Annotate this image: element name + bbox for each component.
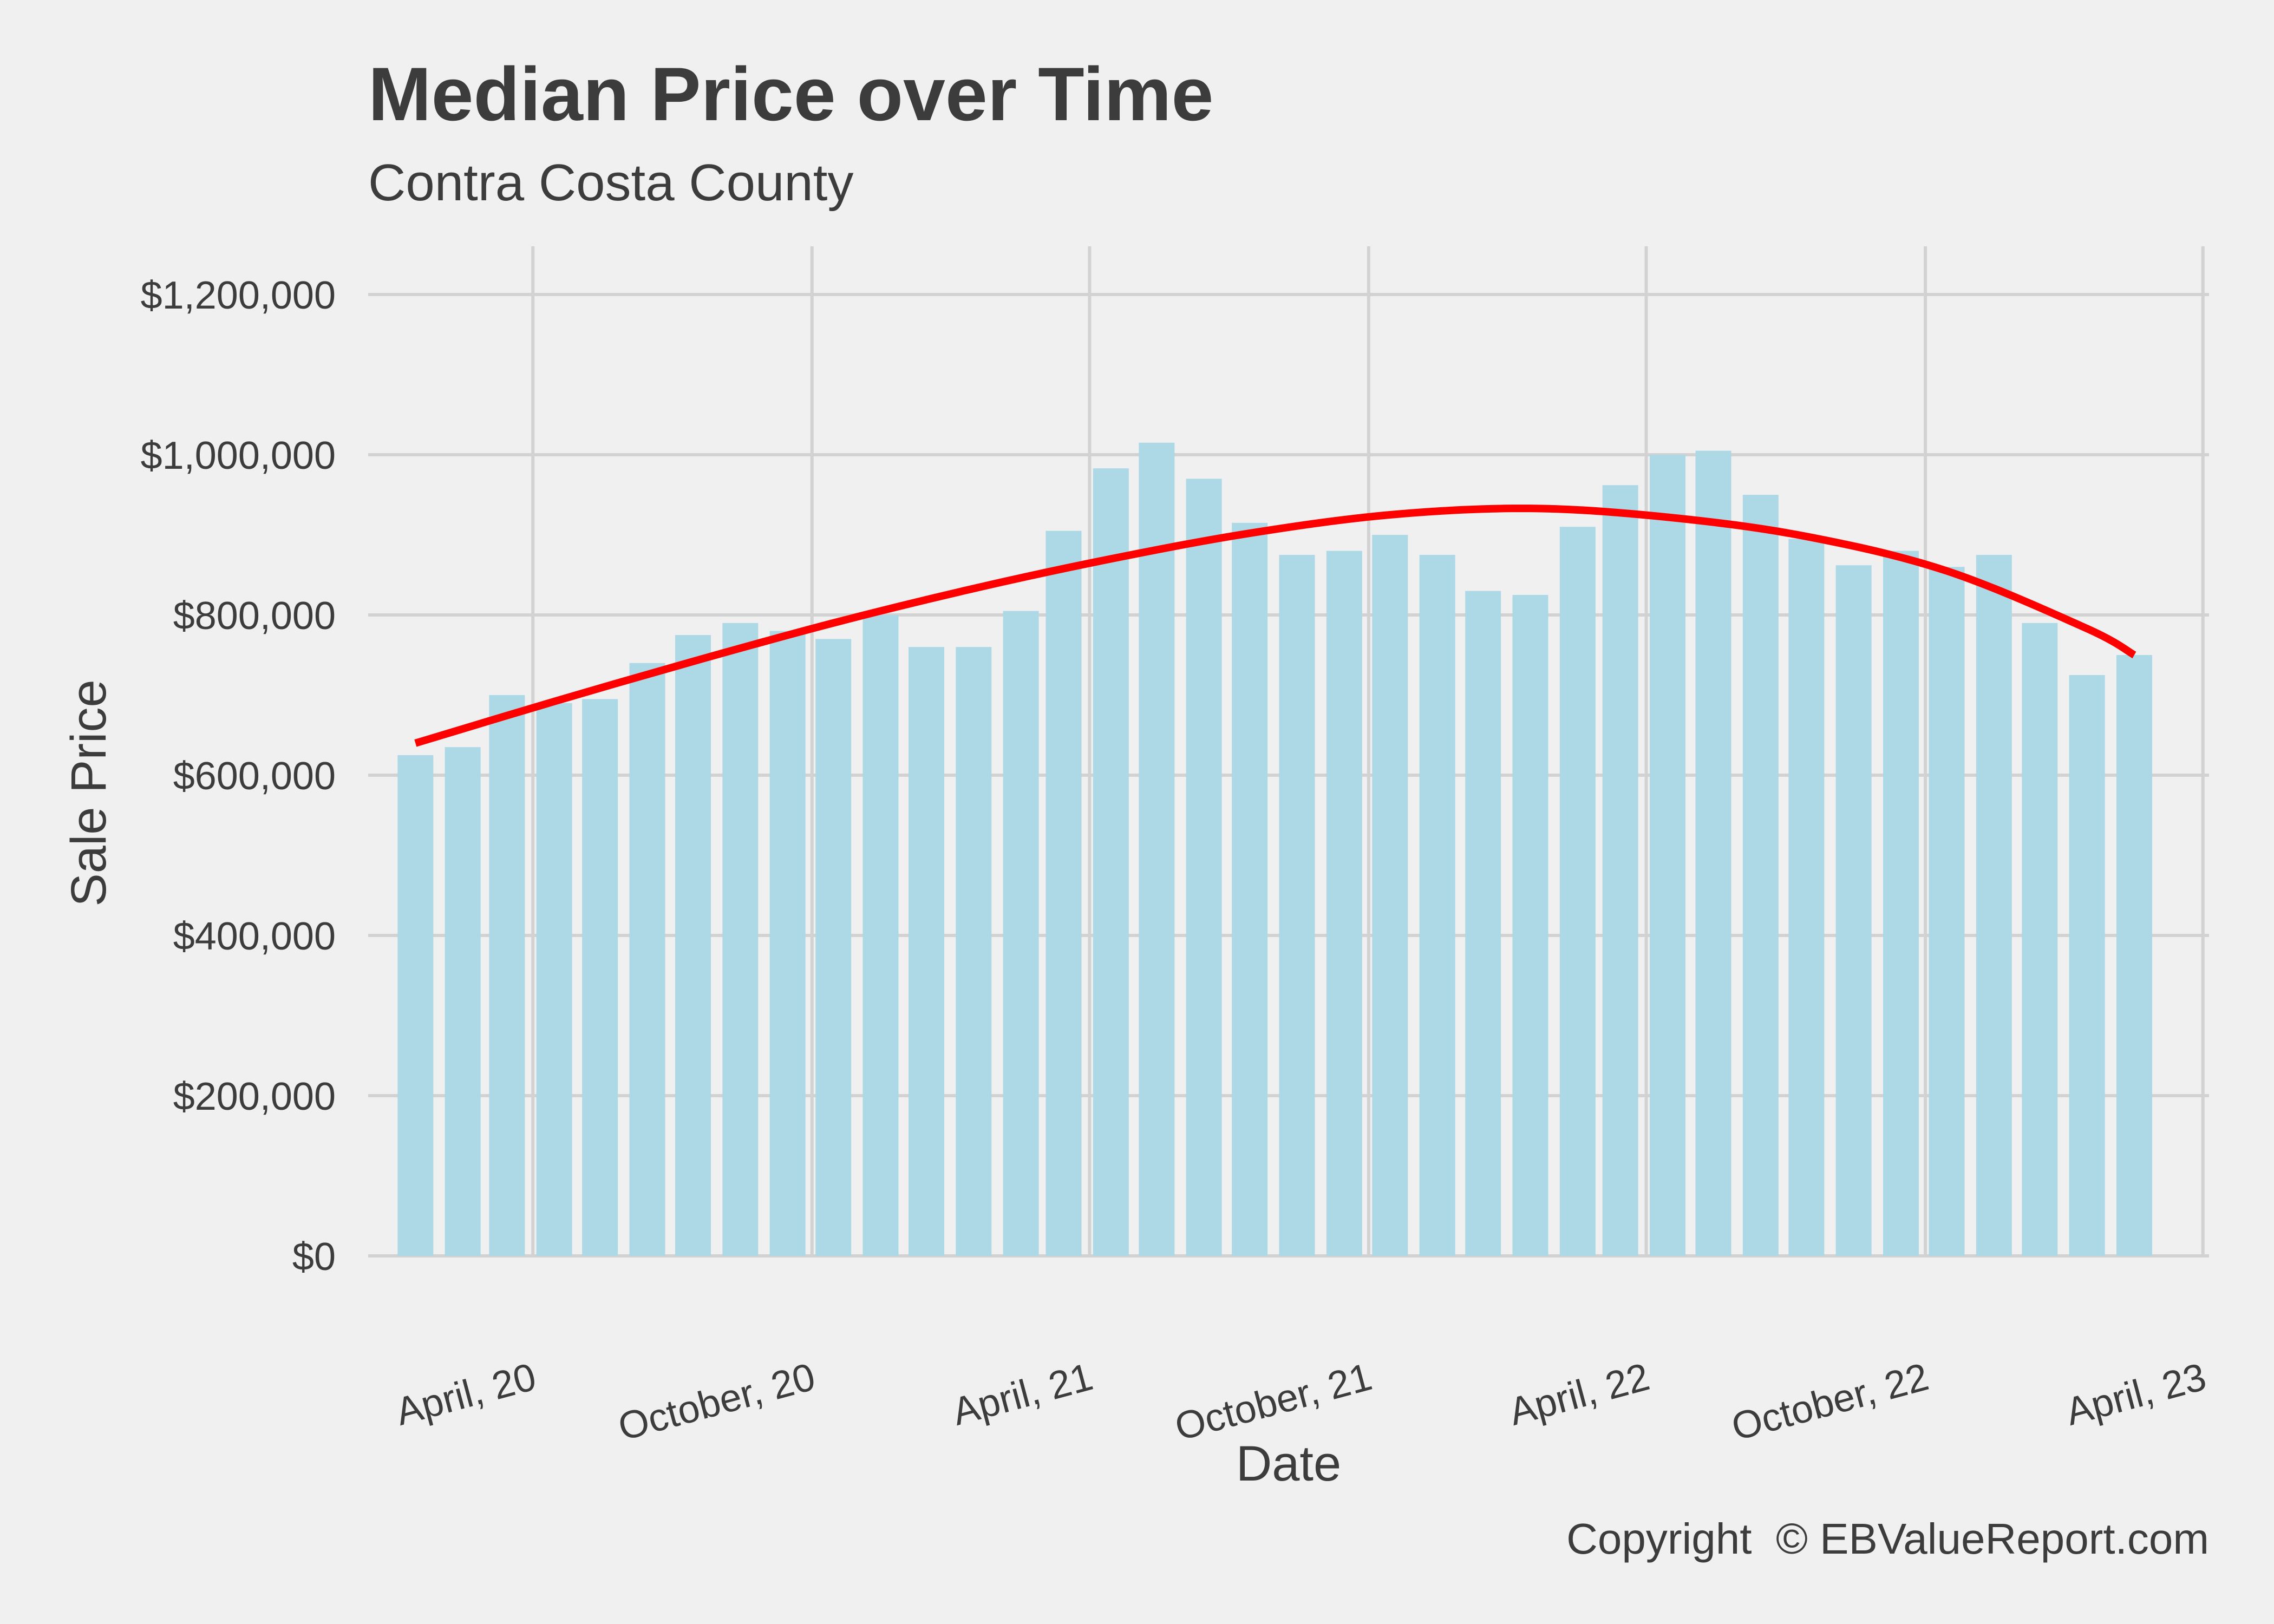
bar — [536, 703, 572, 1256]
trend-layer — [414, 505, 2136, 747]
y-tick-label: $200,000 — [173, 1075, 336, 1118]
x-axis-ticks: April, 20 October, 20 April, 21 October, 21… — [391, 1355, 2211, 1449]
chart-subtitle: Contra Costa County — [368, 154, 853, 212]
bar — [629, 663, 665, 1256]
bar — [1650, 455, 1685, 1256]
y-tick-label: $0 — [292, 1235, 336, 1279]
y-tick-label: $600,000 — [173, 755, 336, 798]
bar — [1093, 468, 1129, 1256]
bar — [1788, 539, 1825, 1256]
bar — [1003, 611, 1039, 1256]
x-tick-label: October, 22 — [1727, 1355, 1933, 1449]
bar — [1326, 551, 1362, 1256]
bar — [722, 623, 759, 1256]
bar — [908, 647, 944, 1256]
bar — [2022, 623, 2058, 1256]
bar — [582, 699, 618, 1256]
bar — [1602, 485, 1638, 1256]
bar — [675, 635, 711, 1256]
bar — [862, 615, 899, 1256]
x-tick-label: October, 20 — [614, 1355, 820, 1449]
bar — [1559, 527, 1596, 1256]
bar — [1976, 555, 2012, 1256]
x-axis-title: Date — [1236, 1436, 1341, 1491]
y-tick-label: $1,200,000 — [141, 274, 336, 317]
bar — [1465, 591, 1501, 1256]
bar — [1512, 595, 1548, 1256]
bar — [2116, 655, 2152, 1256]
y-axis-title: Sale Price — [61, 679, 116, 906]
bar — [1186, 479, 1222, 1256]
y-axis-ticks: $0 $200,000 $400,000 $600,000 $800,000 $1,000… — [141, 274, 336, 1279]
bar — [769, 631, 806, 1256]
bar — [1279, 555, 1315, 1256]
chart-title: Median Price over Time — [368, 51, 1213, 136]
y-tick-label: $1,000,000 — [141, 434, 336, 477]
bar — [1695, 450, 1731, 1256]
bars-layer — [397, 442, 2152, 1256]
bar — [1139, 442, 1175, 1256]
bar — [1835, 565, 1872, 1256]
bar — [956, 647, 992, 1256]
bar — [815, 639, 852, 1256]
bar — [1742, 495, 1779, 1256]
bar — [1883, 551, 1919, 1256]
x-tick-label: April, 21 — [948, 1355, 1097, 1434]
bar — [1232, 522, 1268, 1256]
y-tick-label: $400,000 — [173, 915, 336, 958]
x-tick-label: April, 23 — [2061, 1355, 2211, 1434]
bar — [397, 755, 434, 1256]
bar — [1045, 531, 1082, 1256]
x-tick-label: April, 20 — [391, 1355, 541, 1434]
chart-caption: Copyright © EBValueReport.com — [1566, 1515, 2209, 1563]
x-tick-label: October, 21 — [1171, 1355, 1376, 1449]
x-tick-label: April, 22 — [1505, 1355, 1654, 1434]
trend-line — [414, 505, 2136, 747]
bar — [445, 747, 481, 1256]
bar — [2069, 675, 2105, 1256]
bar — [489, 695, 525, 1256]
bar — [1929, 567, 1965, 1256]
bar — [1419, 555, 1455, 1256]
y-tick-label: $800,000 — [173, 594, 336, 638]
bar — [1372, 535, 1408, 1256]
